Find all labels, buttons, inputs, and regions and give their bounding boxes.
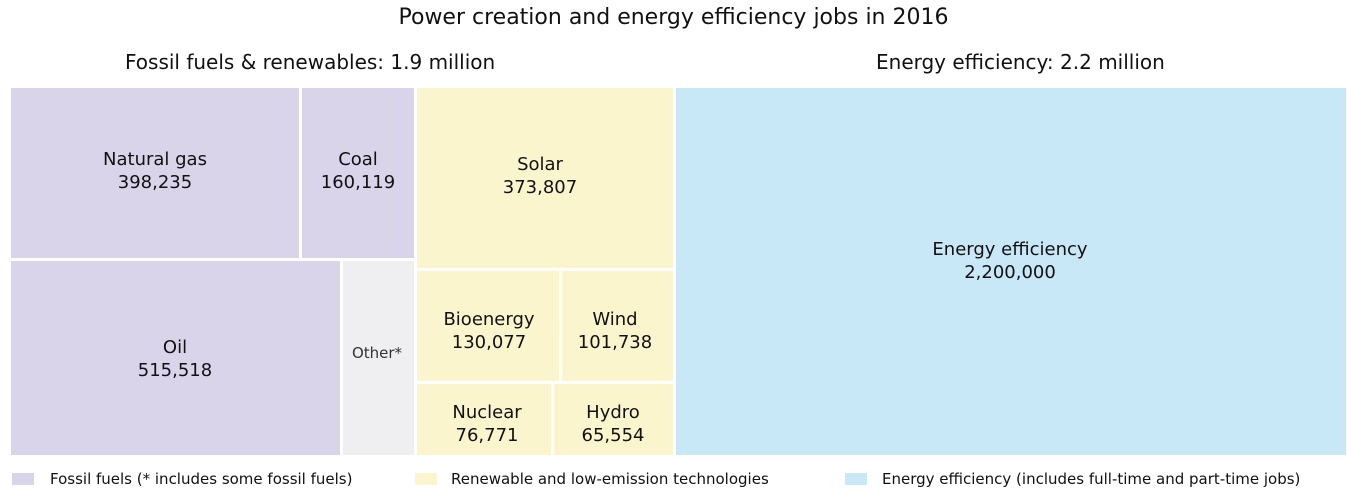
chart-title: Power creation and energy efficiency job…	[398, 5, 949, 30]
tile-label-coal: Coal	[338, 149, 378, 170]
tile-natural-gas	[11, 88, 299, 258]
legend-swatch-renewable	[415, 473, 437, 485]
tile-label-energy-efficiency: Energy efficiency	[932, 239, 1087, 260]
tile-bioenergy	[417, 271, 559, 381]
legend-swatch-efficiency	[845, 473, 867, 485]
tile-label-natural-gas: Natural gas	[103, 149, 207, 170]
tile-solar	[417, 88, 673, 268]
tile-label-nuclear: Nuclear	[452, 402, 522, 423]
tile-label-oil: Oil	[163, 337, 187, 358]
tile-nuclear	[417, 384, 551, 455]
tile-label-wind: Wind	[592, 309, 637, 330]
legend-label-renewable: Renewable and low-emission technologies	[451, 470, 769, 488]
tile-value-hydro: 65,554	[582, 425, 645, 446]
tile-value-oil: 515,518	[138, 360, 212, 381]
tile-label-hydro: Hydro	[586, 402, 640, 423]
tile-value-solar: 373,807	[503, 177, 577, 198]
tile-wind	[562, 271, 673, 381]
tile-other	[343, 261, 414, 455]
tile-value-bioenergy: 130,077	[452, 332, 526, 353]
legend-label-fossil: Fossil fuels (* includes some fossil fue…	[50, 470, 353, 488]
tile-value-energy-efficiency: 2,200,000	[964, 262, 1056, 283]
tile-oil	[11, 261, 340, 455]
tile-label-bioenergy: Bioenergy	[443, 309, 534, 330]
group-title-energy-efficiency: Energy efficiency: 2.2 million	[876, 50, 1165, 74]
legend-swatch-fossil	[12, 473, 34, 485]
tile-value-natural-gas: 398,235	[118, 172, 192, 193]
tile-value-wind: 101,738	[578, 332, 652, 353]
tile-label-solar: Solar	[517, 154, 563, 175]
tile-hydro	[554, 384, 673, 455]
tile-coal	[302, 88, 414, 258]
tile-value-coal: 160,119	[321, 172, 395, 193]
tile-energy-efficiency	[676, 88, 1346, 455]
tile-label-other: Other*	[352, 344, 403, 362]
legend-label-efficiency: Energy efficiency (includes full-time an…	[882, 470, 1301, 488]
tile-value-nuclear: 76,771	[456, 425, 519, 446]
group-title-fossil-renewables: Fossil fuels & renewables: 1.9 million	[125, 50, 496, 74]
